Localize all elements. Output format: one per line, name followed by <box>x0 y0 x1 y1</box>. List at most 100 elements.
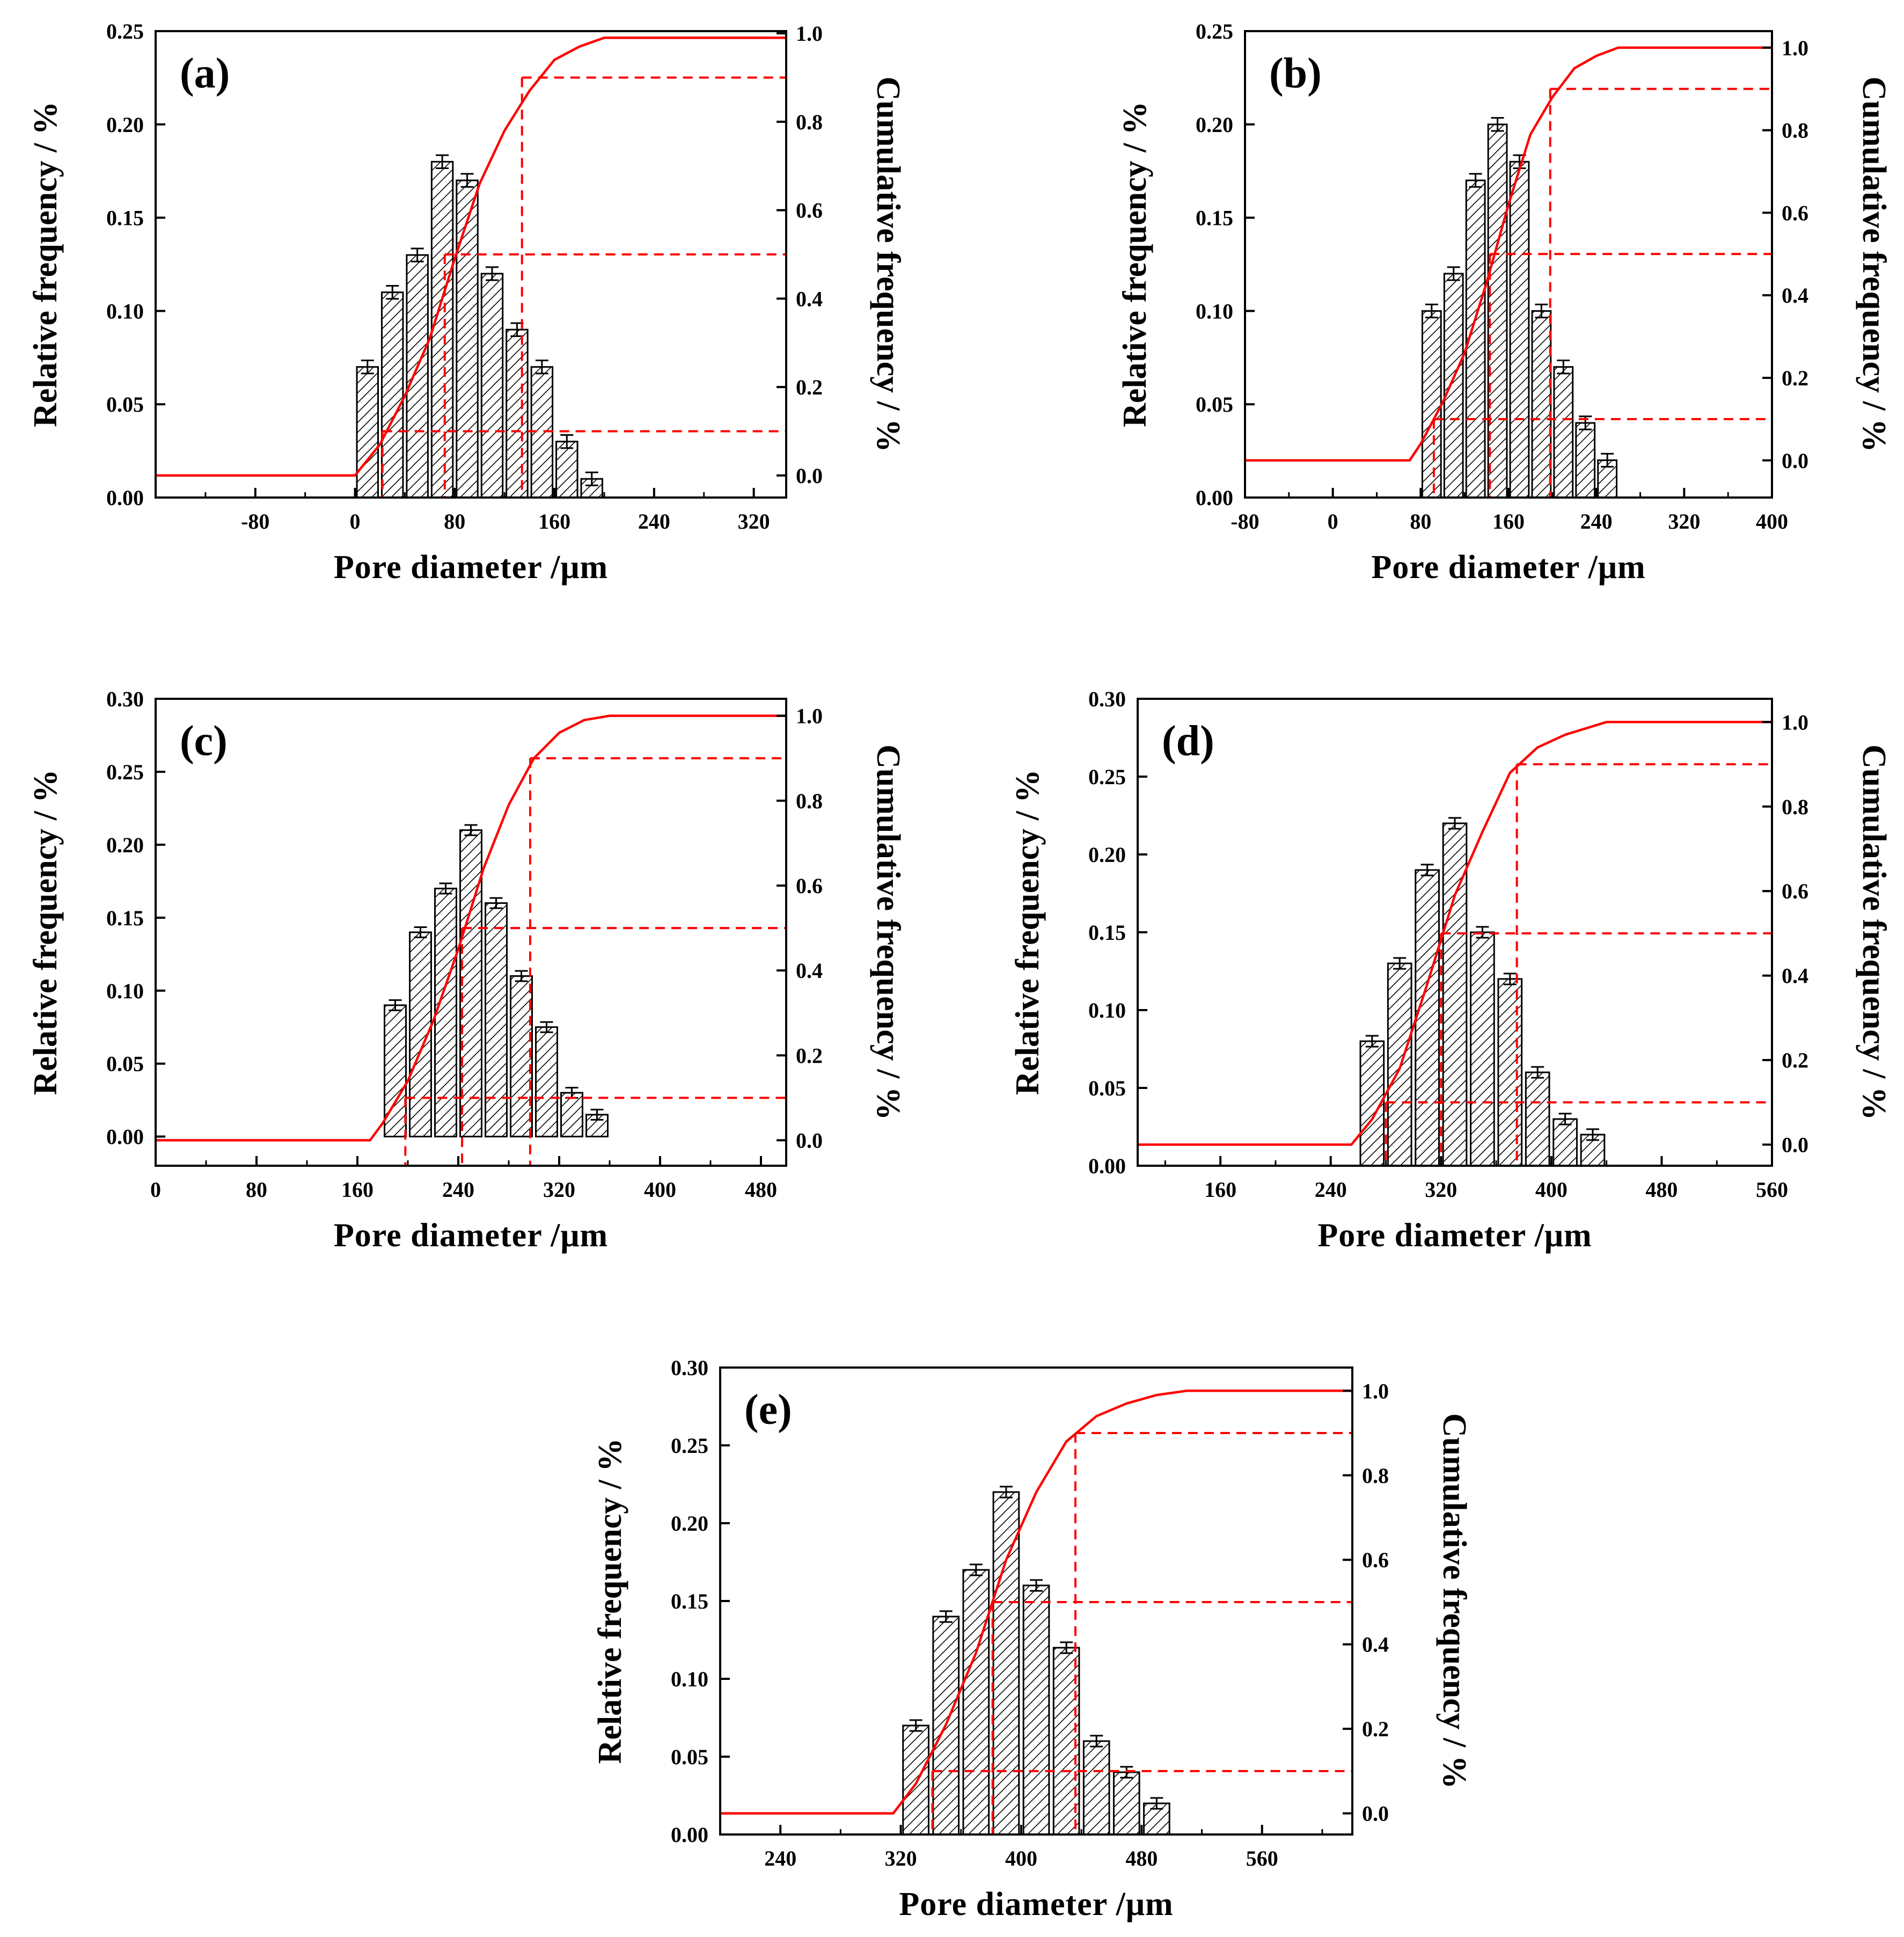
y2-tick-label: 0.2 <box>796 375 823 399</box>
bar <box>1415 869 1440 1167</box>
error-bar <box>485 266 499 281</box>
plot-frame <box>155 698 787 1167</box>
error-bar <box>386 284 399 300</box>
y-tick-label: 0.15 <box>106 206 144 230</box>
y2-tick-label: 0.0 <box>1782 1133 1808 1157</box>
error-bar <box>515 970 528 982</box>
error-bar <box>999 1486 1013 1499</box>
error-bar <box>411 247 424 262</box>
x-tick-label: 80 <box>246 1178 267 1202</box>
error-bar <box>909 1719 922 1732</box>
bar <box>1553 1118 1578 1167</box>
y-axis-title: Relative frequency / % <box>27 101 64 427</box>
x-tick-label: 560 <box>1246 1846 1278 1870</box>
error-bar <box>535 360 548 375</box>
error-bar <box>1503 973 1517 985</box>
error-bar <box>1425 303 1438 319</box>
y-tick-label: 0.05 <box>106 1052 144 1076</box>
bar <box>1470 931 1495 1167</box>
bar <box>456 179 479 499</box>
error-bar <box>590 1108 604 1121</box>
y-tick-label: 0.10 <box>1196 299 1233 323</box>
bar <box>1082 1740 1110 1836</box>
error-bar <box>1448 817 1461 830</box>
x-tick-label: 480 <box>1125 1846 1158 1870</box>
x-tick-label: 80 <box>1410 509 1431 533</box>
x-tick-label: 160 <box>341 1178 374 1202</box>
y2-tick-label: 0.6 <box>1782 879 1808 903</box>
y-tick-label: 0.05 <box>1196 392 1233 416</box>
error-bar <box>1557 360 1570 375</box>
y2-tick-label: 0.2 <box>1362 1717 1389 1741</box>
x-tick-label: 0 <box>150 1178 161 1202</box>
bar <box>560 1092 583 1138</box>
y-tick-label: 0.00 <box>1088 1154 1126 1178</box>
y-tick-label: 0.00 <box>106 1125 144 1149</box>
y2-tick-label: 0.0 <box>1362 1802 1389 1826</box>
y2-tick-label: 0.4 <box>796 959 823 983</box>
y-tick-label: 0.20 <box>1196 113 1233 137</box>
cumulative-curve <box>156 714 786 1142</box>
panel-d: 160 240 320 400 480 560 0.00 0.05 0.10 0.15 0.20 0.… <box>1009 687 1892 1254</box>
y-tick-label: 0.20 <box>1088 843 1126 867</box>
y-tick-label: 0.05 <box>671 1745 708 1769</box>
x-tick-label: 480 <box>745 1178 777 1202</box>
error-bar <box>439 882 452 895</box>
error-bar <box>1558 1113 1572 1125</box>
cumulative-curve <box>1245 46 1772 462</box>
bar <box>1497 978 1523 1167</box>
panel-a: -80 0 80 160 240 320 0.00 0.05 0.10 0.15 0.20 0.25 0… <box>27 19 906 586</box>
x-axis-title: Pore diameter /μm <box>334 549 608 586</box>
x-tick-label: 560 <box>1756 1178 1788 1202</box>
y2-tick-label: 1.0 <box>1782 36 1808 60</box>
bar <box>1509 160 1530 499</box>
cumulative-curve <box>1138 721 1772 1146</box>
bar <box>902 1724 929 1836</box>
y2-tick-label: 0.8 <box>1782 119 1808 143</box>
x-tick-label: 400 <box>1005 1846 1037 1870</box>
y-tick-label: 0.20 <box>106 833 144 857</box>
reference-lines <box>381 76 786 498</box>
error-bar <box>389 999 402 1011</box>
error-bar <box>1393 957 1407 970</box>
y2-tick-label: 0.4 <box>1782 283 1808 308</box>
error-bar <box>1531 1066 1544 1079</box>
y2-tick-label: 0.2 <box>1782 1048 1808 1072</box>
y-tick-label: 0.10 <box>671 1667 708 1691</box>
bar <box>510 975 533 1138</box>
x-tick-label: 240 <box>442 1178 474 1202</box>
y2-axis-title: Cumulative frequency / % <box>870 744 906 1120</box>
bar <box>1112 1771 1140 1836</box>
y2-tick-label: 0.0 <box>796 464 823 488</box>
y2-tick-label: 0.6 <box>1362 1548 1389 1572</box>
x-tick-label: 400 <box>1756 509 1788 533</box>
x-tick-label: 0 <box>350 509 361 533</box>
y2-tick-label: 1.0 <box>1362 1379 1389 1403</box>
x-tick-label: 240 <box>1315 1178 1347 1202</box>
y2-tick-label: 0.8 <box>1782 795 1808 819</box>
error-bar <box>969 1563 983 1576</box>
x-axis-title: Pore diameter /μm <box>899 1886 1173 1923</box>
panel-label: (b) <box>1269 50 1322 97</box>
y2-tick-label: 0.0 <box>1782 449 1808 473</box>
panel-e: 240 320 400 480 560 0.00 0.05 0.10 0.15 0.20 0.25 0… <box>592 1356 1473 1923</box>
cumulative-curve <box>156 36 786 477</box>
x-tick-label: -80 <box>1231 509 1259 533</box>
error-bar <box>1030 1579 1043 1592</box>
y-tick-label: 0.05 <box>1088 1076 1126 1100</box>
error-bar <box>1586 1128 1599 1141</box>
error-bar <box>1447 266 1460 281</box>
x-tick-label: 160 <box>1492 509 1525 533</box>
bar <box>1487 123 1508 499</box>
bar <box>430 160 454 499</box>
y2-axis-title: Cumulative frequency / % <box>1856 744 1892 1120</box>
x-tick-label: 320 <box>1425 1178 1457 1202</box>
y2-tick-label: 0.8 <box>796 110 823 134</box>
bar <box>1531 310 1552 499</box>
y2-tick-label: 1.0 <box>1782 710 1808 734</box>
error-bar <box>1120 1766 1133 1779</box>
error-bar <box>540 1021 553 1033</box>
panel-label: (d) <box>1162 718 1214 765</box>
y2-tick-label: 0.0 <box>796 1129 823 1153</box>
y2-tick-label: 0.4 <box>1362 1633 1389 1657</box>
